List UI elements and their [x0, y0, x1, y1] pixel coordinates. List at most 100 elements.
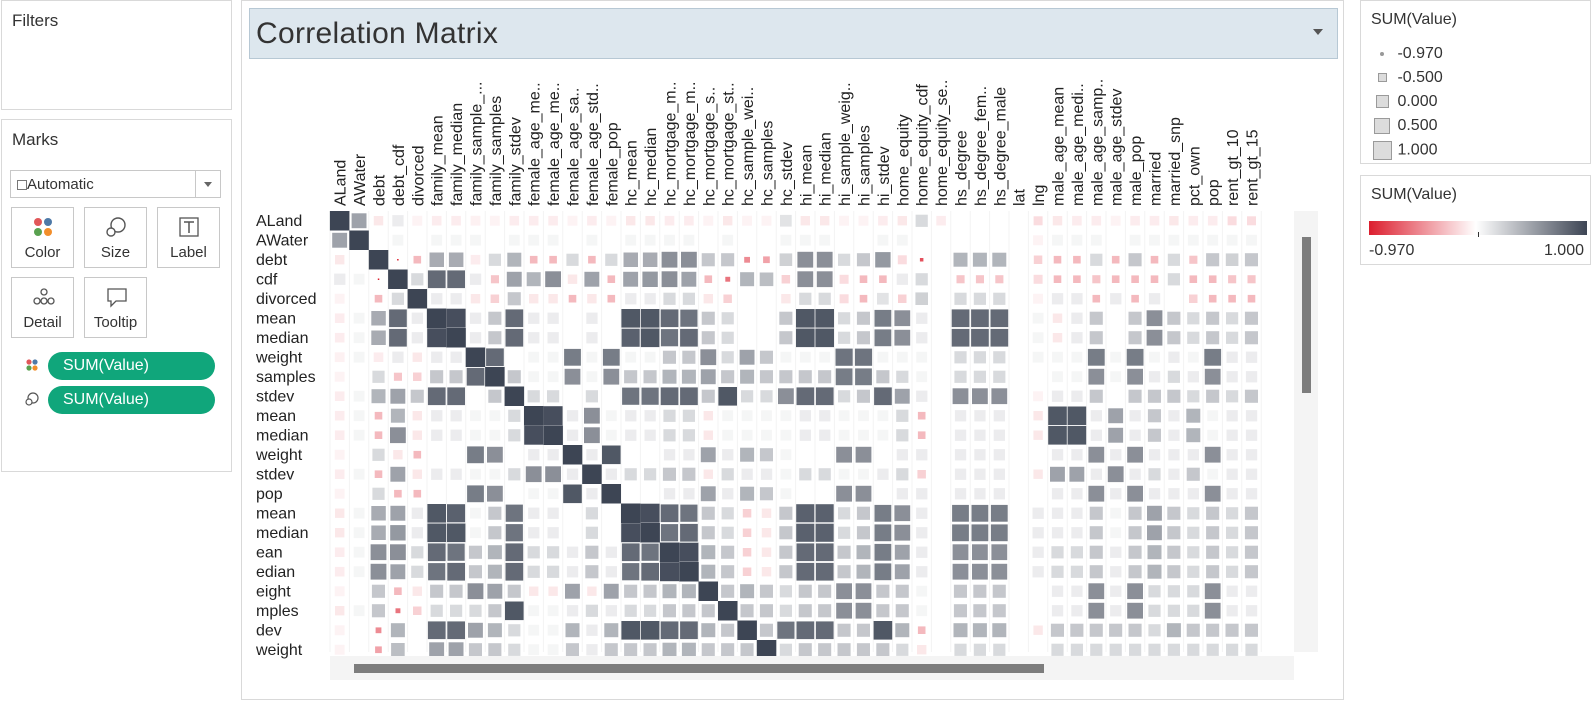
matrix-cell[interactable]	[602, 445, 621, 465]
matrix-cell[interactable]	[601, 484, 622, 504]
column-label[interactable]: married_snp	[1167, 117, 1184, 206]
matrix-cell[interactable]	[896, 351, 908, 363]
matrix-cell[interactable]	[448, 252, 464, 268]
matrix-cell[interactable]	[488, 604, 502, 618]
matrix-cell[interactable]	[411, 527, 423, 539]
matrix-cell[interactable]	[935, 527, 947, 538]
matrix-cell[interactable]	[855, 485, 872, 502]
matrix-cell[interactable]	[935, 586, 947, 597]
matrix-cell[interactable]	[470, 410, 481, 422]
column-label[interactable]: home_equity_se..	[934, 80, 951, 206]
matrix-cell[interactable]	[642, 271, 658, 287]
matrix-cell[interactable]	[644, 234, 656, 246]
matrix-cell[interactable]	[585, 604, 598, 617]
matrix-cell[interactable]	[1032, 312, 1044, 324]
label-button[interactable]: Label	[157, 207, 220, 268]
matrix-cell[interactable]	[858, 235, 869, 246]
matrix-cell[interactable]	[1187, 526, 1200, 539]
matrix-cell[interactable]	[1128, 506, 1142, 520]
matrix-cell[interactable]	[640, 503, 660, 523]
matrix-cell[interactable]	[759, 272, 774, 287]
matrix-cell[interactable]	[698, 581, 719, 602]
matrix-cell[interactable]	[1245, 410, 1258, 422]
matrix-cell[interactable]	[390, 623, 405, 638]
matrix-cell[interactable]	[374, 431, 383, 439]
matrix-cell[interactable]	[662, 642, 677, 657]
matrix-cell[interactable]	[1053, 255, 1062, 264]
matrix-cell[interactable]	[547, 449, 559, 461]
matrix-cell[interactable]	[1090, 429, 1102, 441]
matrix-cell[interactable]	[1032, 507, 1044, 519]
matrix-cell[interactable]	[1051, 293, 1064, 305]
matrix-cell[interactable]	[1110, 215, 1121, 226]
matrix-cell[interactable]	[1207, 234, 1219, 246]
matrix-cell[interactable]	[487, 564, 502, 579]
matrix-cell[interactable]	[1245, 643, 1258, 656]
matrix-cell[interactable]	[1147, 505, 1162, 521]
matrix-cell[interactable]	[377, 278, 380, 281]
matrix-cell[interactable]	[1110, 332, 1121, 343]
matrix-cell[interactable]	[1131, 294, 1139, 303]
matrix-cell[interactable]	[818, 584, 832, 598]
matrix-cell[interactable]	[450, 449, 462, 460]
matrix-cell[interactable]	[640, 621, 660, 640]
matrix-cell[interactable]	[641, 562, 659, 581]
matrix-cell[interactable]	[506, 271, 522, 287]
matrix-cell[interactable]	[504, 386, 525, 407]
matrix-cell[interactable]	[973, 584, 987, 598]
matrix-cell[interactable]	[877, 488, 889, 499]
matrix-cell[interactable]	[1226, 234, 1238, 246]
matrix-cell[interactable]	[835, 348, 853, 366]
matrix-cell[interactable]	[1128, 545, 1142, 559]
matrix-cell[interactable]	[1013, 371, 1024, 382]
matrix-cell[interactable]	[761, 215, 772, 226]
column-label[interactable]: hc_mortgage_m..	[663, 81, 680, 206]
matrix-cell[interactable]	[703, 469, 713, 479]
matrix-cell[interactable]	[643, 370, 657, 384]
matrix-cell[interactable]	[1247, 216, 1256, 226]
matrix-cell[interactable]	[411, 546, 424, 559]
matrix-cell[interactable]	[602, 348, 620, 366]
matrix-cell[interactable]	[586, 351, 598, 363]
column-label[interactable]: family_stdev	[507, 117, 524, 206]
matrix-cell[interactable]	[1226, 643, 1239, 656]
matrix-cell[interactable]	[680, 504, 698, 522]
matrix-cell[interactable]	[353, 488, 365, 499]
matrix-cell[interactable]	[935, 605, 947, 616]
matrix-cell[interactable]	[971, 328, 989, 347]
matrix-cell[interactable]	[528, 488, 540, 500]
matrix-cell[interactable]	[761, 313, 772, 324]
matrix-cell[interactable]	[935, 566, 947, 577]
matrix-cell[interactable]	[412, 586, 422, 596]
matrix-cell[interactable]	[660, 504, 679, 523]
matrix-cell[interactable]	[469, 332, 482, 344]
size-sum-value-pill[interactable]: SUM(Value)	[48, 386, 215, 414]
matrix-cell[interactable]	[838, 390, 851, 403]
matrix-cell[interactable]	[662, 467, 676, 481]
matrix-cell[interactable]	[334, 488, 345, 499]
matrix-cell[interactable]	[509, 215, 520, 226]
matrix-cell[interactable]	[1088, 368, 1105, 385]
column-label[interactable]: female_age_me..	[527, 82, 544, 206]
matrix-cell[interactable]	[524, 406, 544, 426]
matrix-cell[interactable]	[505, 524, 523, 542]
matrix-cell[interactable]	[621, 523, 641, 543]
matrix-cell[interactable]	[703, 235, 714, 246]
matrix-cell[interactable]	[547, 546, 560, 559]
matrix-cell[interactable]	[1167, 545, 1181, 559]
matrix-cell[interactable]	[371, 584, 385, 598]
matrix-cell[interactable]	[1226, 351, 1238, 363]
matrix-cell[interactable]	[897, 216, 907, 226]
matrix-cell[interactable]	[371, 311, 386, 326]
matrix-cell[interactable]	[1032, 566, 1044, 578]
matrix-cell[interactable]	[680, 523, 698, 542]
matrix-cell[interactable]	[952, 388, 969, 405]
matrix-cell[interactable]	[508, 643, 521, 656]
matrix-cell[interactable]	[528, 507, 540, 519]
matrix-cell[interactable]	[1033, 430, 1043, 440]
matrix-cell[interactable]	[856, 331, 870, 345]
matrix-cell[interactable]	[1148, 604, 1161, 617]
matrix-cell[interactable]	[741, 313, 753, 324]
row-label[interactable]: median	[256, 525, 308, 542]
matrix-cell[interactable]	[427, 328, 447, 348]
